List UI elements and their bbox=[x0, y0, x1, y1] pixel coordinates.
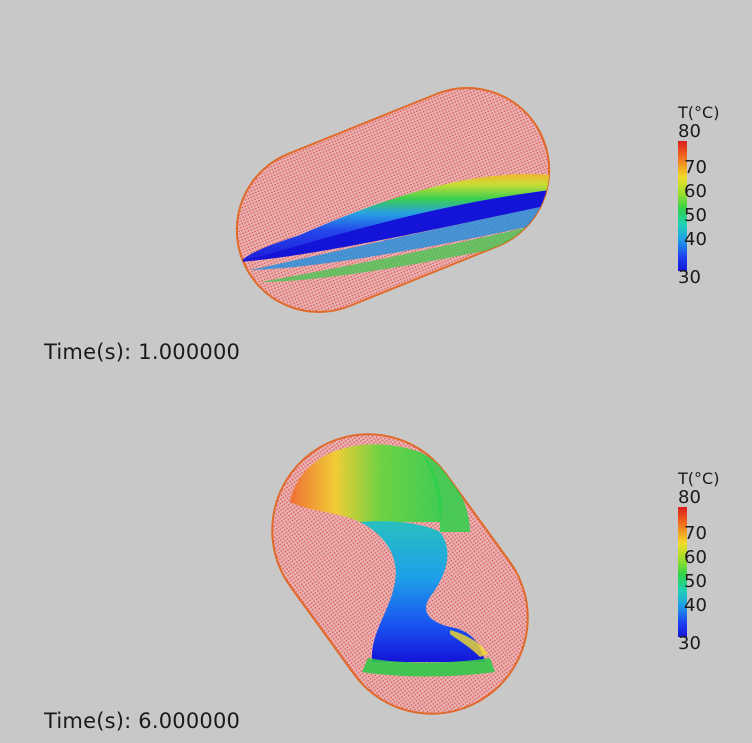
temperature-colorbar: T(°C) 80 70 60 50 40 30 bbox=[678, 103, 738, 293]
panel-time-1: Time(s): 1.000000 T(°C) 80 70 60 50 40 3… bbox=[44, 87, 738, 364]
colorbar-tick: 50 bbox=[684, 205, 707, 226]
colorbar-title: T(°C) bbox=[678, 103, 720, 122]
colorbar-tick: 80 bbox=[678, 487, 701, 508]
tank-render-bottom bbox=[271, 433, 529, 715]
time-label: Time(s): 1.000000 bbox=[44, 340, 241, 364]
temperature-colorbar: T(°C) 80 70 60 50 40 30 bbox=[678, 469, 738, 659]
colorbar-tick: 50 bbox=[684, 571, 707, 592]
colorbar-title: T(°C) bbox=[678, 469, 720, 488]
colorbar-gradient bbox=[678, 507, 687, 637]
fluid-region-top bbox=[240, 174, 550, 282]
colorbar-tick: 70 bbox=[684, 523, 707, 544]
fluid-region-bottom bbox=[290, 444, 495, 677]
colorbar-tick: 40 bbox=[684, 229, 707, 250]
panel-time-6: Time(s): 6.000000 T(°C) 80 70 60 50 40 3… bbox=[0, 372, 752, 743]
tank-render-top bbox=[235, 87, 551, 313]
colorbar-tick: 60 bbox=[684, 181, 707, 202]
time-label: Time(s): 6.000000 bbox=[44, 709, 241, 733]
colorbar-tick: 30 bbox=[678, 633, 701, 654]
colorbar-tick: 70 bbox=[684, 157, 707, 178]
colorbar-tick: 60 bbox=[684, 547, 707, 568]
colorbar-gradient bbox=[678, 141, 687, 271]
colorbar-tick: 30 bbox=[678, 267, 701, 288]
colorbar-tick: 40 bbox=[684, 595, 707, 616]
colorbar-tick: 80 bbox=[678, 121, 701, 142]
